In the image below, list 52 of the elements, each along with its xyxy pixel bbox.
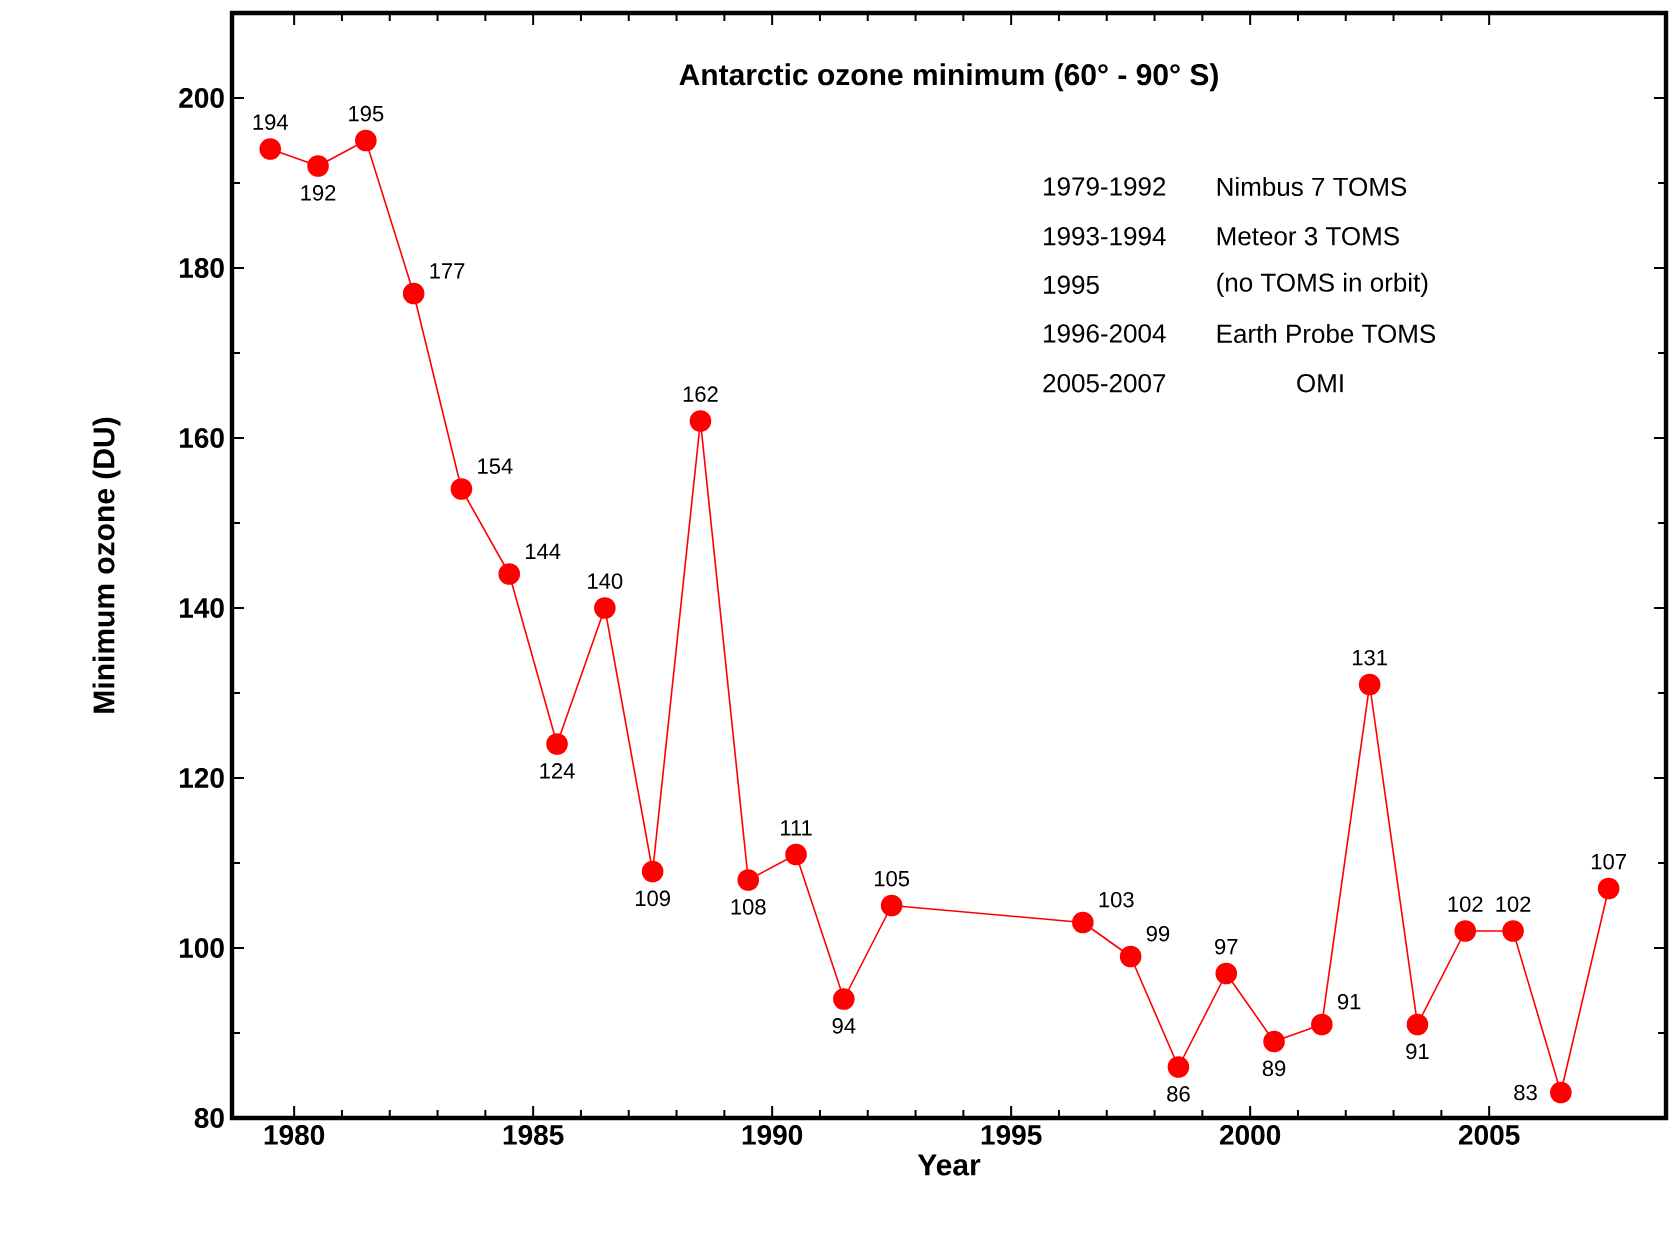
data-label: 124 bbox=[540, 763, 575, 779]
data-label: 109 bbox=[635, 890, 670, 907]
y-tick-label: 160 bbox=[179, 428, 224, 448]
data-label: 144 bbox=[525, 543, 561, 559]
data-label: 111 bbox=[780, 820, 812, 836]
annotation: 1996-2004 bbox=[1044, 324, 1166, 343]
data-label: 103 bbox=[1099, 891, 1134, 908]
data-label: 140 bbox=[588, 573, 623, 589]
data-label: 195 bbox=[349, 105, 384, 122]
data-label: 86 bbox=[1167, 1086, 1190, 1102]
data-label: 97 bbox=[1215, 938, 1238, 955]
annotation: 1995 bbox=[1044, 275, 1099, 295]
x-tick-label: 1980 bbox=[264, 1125, 325, 1145]
y-tick-label: 200 bbox=[179, 88, 224, 108]
annotation: OMI bbox=[1297, 373, 1343, 393]
data-label: 108 bbox=[731, 899, 766, 915]
data-label: 102 bbox=[1448, 896, 1483, 912]
data-label: 83 bbox=[1514, 1084, 1537, 1101]
annotation: 1993-1994 bbox=[1044, 226, 1166, 246]
x-tick-label: 2000 bbox=[1219, 1125, 1281, 1145]
annotation: (no TOMS in orbit) bbox=[1217, 272, 1428, 297]
data-label: 162 bbox=[683, 386, 718, 402]
y-tick-label: 120 bbox=[179, 768, 224, 788]
data-label: 91 bbox=[1337, 993, 1361, 1010]
data-label: 99 bbox=[1146, 925, 1170, 942]
data-label: 154 bbox=[478, 458, 513, 474]
x-tick-label: 2005 bbox=[1458, 1125, 1520, 1145]
data-label: 105 bbox=[874, 870, 910, 887]
x-axis-title: Year bbox=[917, 1154, 981, 1176]
y-axis-title: Minimum ozone (DU) bbox=[92, 417, 121, 713]
data-label: 91 bbox=[1406, 1043, 1429, 1060]
data-label: 192 bbox=[301, 185, 336, 201]
data-label: 107 bbox=[1591, 853, 1626, 870]
y-tick-label: 100 bbox=[179, 938, 224, 958]
data-label: 94 bbox=[832, 1018, 856, 1034]
data-label: 194 bbox=[253, 114, 288, 130]
data-label: 89 bbox=[1262, 1060, 1286, 1077]
text: Antarctic ozone minimum (60° - 90° S) bbox=[679, 63, 1218, 92]
data-label: 131 bbox=[1352, 649, 1387, 666]
y-tick-label: 180 bbox=[179, 258, 224, 278]
annotation: 2005-2007 bbox=[1043, 373, 1166, 393]
x-tick-label: 1990 bbox=[742, 1125, 803, 1145]
x-tick-label: 1995 bbox=[981, 1125, 1042, 1145]
data-label: 102 bbox=[1496, 896, 1531, 912]
y-tick-label: 140 bbox=[179, 598, 224, 618]
data-label: 177 bbox=[430, 263, 465, 279]
x-tick-label: 1985 bbox=[503, 1125, 564, 1145]
y-tick-label: 80 bbox=[194, 1108, 224, 1128]
annotation: Earth Probe TOMS bbox=[1217, 323, 1436, 343]
annotation: Meteor 3 TOMS bbox=[1217, 226, 1399, 246]
annotation: 1979-1992 bbox=[1044, 177, 1166, 196]
annotation: Nimbus 7 TOMS bbox=[1217, 176, 1407, 197]
